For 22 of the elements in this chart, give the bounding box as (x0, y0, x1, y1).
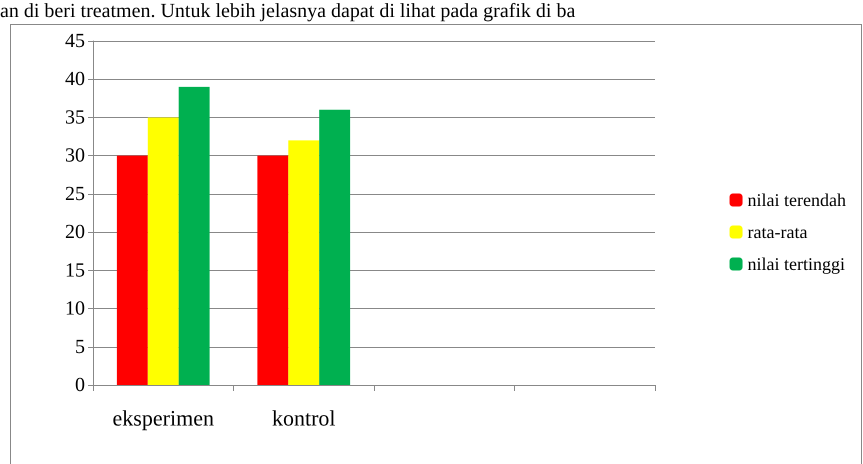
y-tick-label: 10 (65, 298, 85, 320)
legend-label: nilai tertinggi (748, 254, 846, 274)
y-tick-label: 30 (65, 144, 85, 167)
y-tick-label: 35 (65, 106, 85, 128)
bar (288, 140, 320, 385)
y-tick-label: 5 (75, 336, 85, 358)
y-tick-label: 25 (65, 182, 85, 205)
x-tick-label: kontrol (272, 406, 336, 430)
y-tick-label: 0 (75, 374, 85, 396)
bar (319, 110, 350, 385)
legend-label: rata-rata (748, 222, 808, 242)
text: an di beri treatmen. Untuk lebih jelasnya dapat di lihat pada grafik di ba (0, 0, 576, 22)
bar (148, 117, 179, 385)
bar (116, 156, 148, 385)
y-tick-label: 20 (65, 221, 85, 244)
bar (178, 86, 210, 385)
x-tick-label: eksperimen (112, 406, 214, 430)
bar (257, 156, 288, 385)
legend-label: nilai terendah (748, 190, 846, 210)
y-tick-label: 15 (65, 259, 85, 282)
y-tick-label: 40 (65, 68, 85, 90)
y-tick-label: 45 (65, 30, 85, 52)
